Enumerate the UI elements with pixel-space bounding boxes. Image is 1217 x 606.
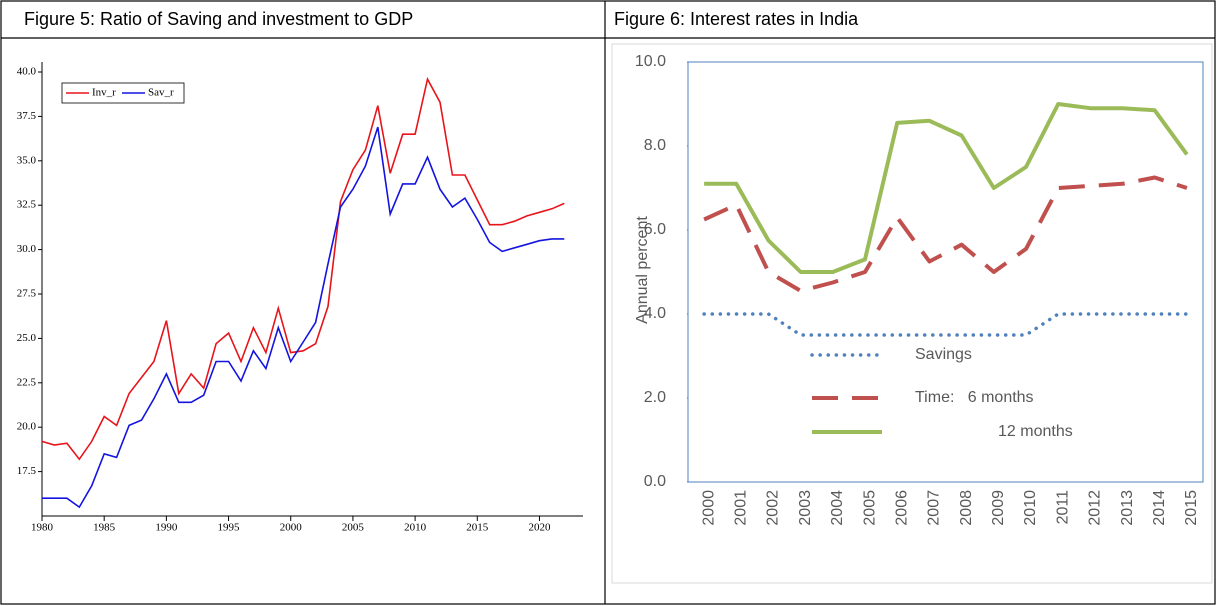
figure-title: Figure 5: Ratio of Saving and investment… [24, 9, 413, 29]
x-tick-label: 2000 [700, 490, 717, 526]
y-tick-label: 2.0 [644, 389, 666, 406]
y-tick-label: 30.0 [17, 243, 37, 255]
legend-label: Sav_r [148, 87, 174, 99]
y-tick-label: 10.0 [635, 53, 666, 70]
y-tick-label: 25.0 [17, 332, 37, 344]
y-tick-label: 20.0 [17, 421, 37, 433]
x-tick-label: 2001 [733, 490, 750, 526]
series-line [42, 126, 565, 509]
y-tick-label: 32.5 [17, 199, 37, 211]
x-tick-label: 2010 [404, 522, 427, 534]
y-tick-label: 8.0 [644, 137, 666, 154]
figure-title: Figure 6: Interest rates in India [614, 9, 859, 29]
x-tick-label: 2014 [1151, 490, 1168, 526]
x-tick-label: 2020 [528, 522, 551, 534]
y-tick-label: 27.5 [17, 288, 37, 300]
x-tick-label: 2006 [893, 490, 910, 526]
y-tick-label: 35.0 [17, 154, 37, 166]
legend-label: Inv_r [92, 87, 116, 99]
x-tick-label: 2004 [829, 490, 846, 526]
x-tick-label: 2005 [861, 490, 878, 526]
chart-frame [611, 43, 1213, 584]
y-tick-label: 6.0 [644, 221, 666, 238]
plot-border [687, 61, 1204, 483]
x-tick-label: 2009 [990, 490, 1007, 526]
x-tick-label: 2005 [342, 522, 365, 534]
x-tick-label: 2003 [797, 490, 814, 526]
y-axis-title: Annual percent [634, 216, 651, 324]
legend-label: Savings [915, 346, 972, 363]
x-tick-label: 2008 [958, 490, 975, 526]
y-tick-label: 40.0 [17, 66, 37, 78]
series-line [704, 102, 1189, 274]
x-tick-label: 2015 [1183, 490, 1200, 526]
x-tick-label: 1990 [155, 522, 178, 534]
x-tick-label: 2013 [1119, 490, 1136, 526]
x-tick-label: 1995 [218, 522, 241, 534]
legend-label: 12 months [998, 423, 1073, 440]
x-tick-label: 2011 [1054, 490, 1071, 525]
x-tick-label: 1980 [31, 522, 54, 534]
series-line [703, 175, 1188, 293]
x-tick-label: 2015 [466, 522, 489, 534]
x-tick-label: 2002 [765, 490, 782, 526]
y-tick-label: 17.5 [17, 465, 37, 477]
x-tick-label: 1985 [93, 522, 116, 534]
x-tick-label: 2007 [926, 490, 943, 526]
x-tick-label: 2010 [1022, 490, 1039, 526]
y-tick-label: 22.5 [17, 376, 37, 388]
y-tick-label: 0.0 [644, 473, 666, 490]
series-line [702, 312, 1189, 337]
y-tick-label: 37.5 [17, 110, 37, 122]
y-tick-label: 4.0 [644, 305, 666, 322]
legend-label: Time: 6 months [915, 389, 1034, 406]
x-tick-label: 2012 [1087, 490, 1104, 526]
x-tick-label: 2000 [280, 522, 303, 534]
series-line [41, 76, 565, 461]
